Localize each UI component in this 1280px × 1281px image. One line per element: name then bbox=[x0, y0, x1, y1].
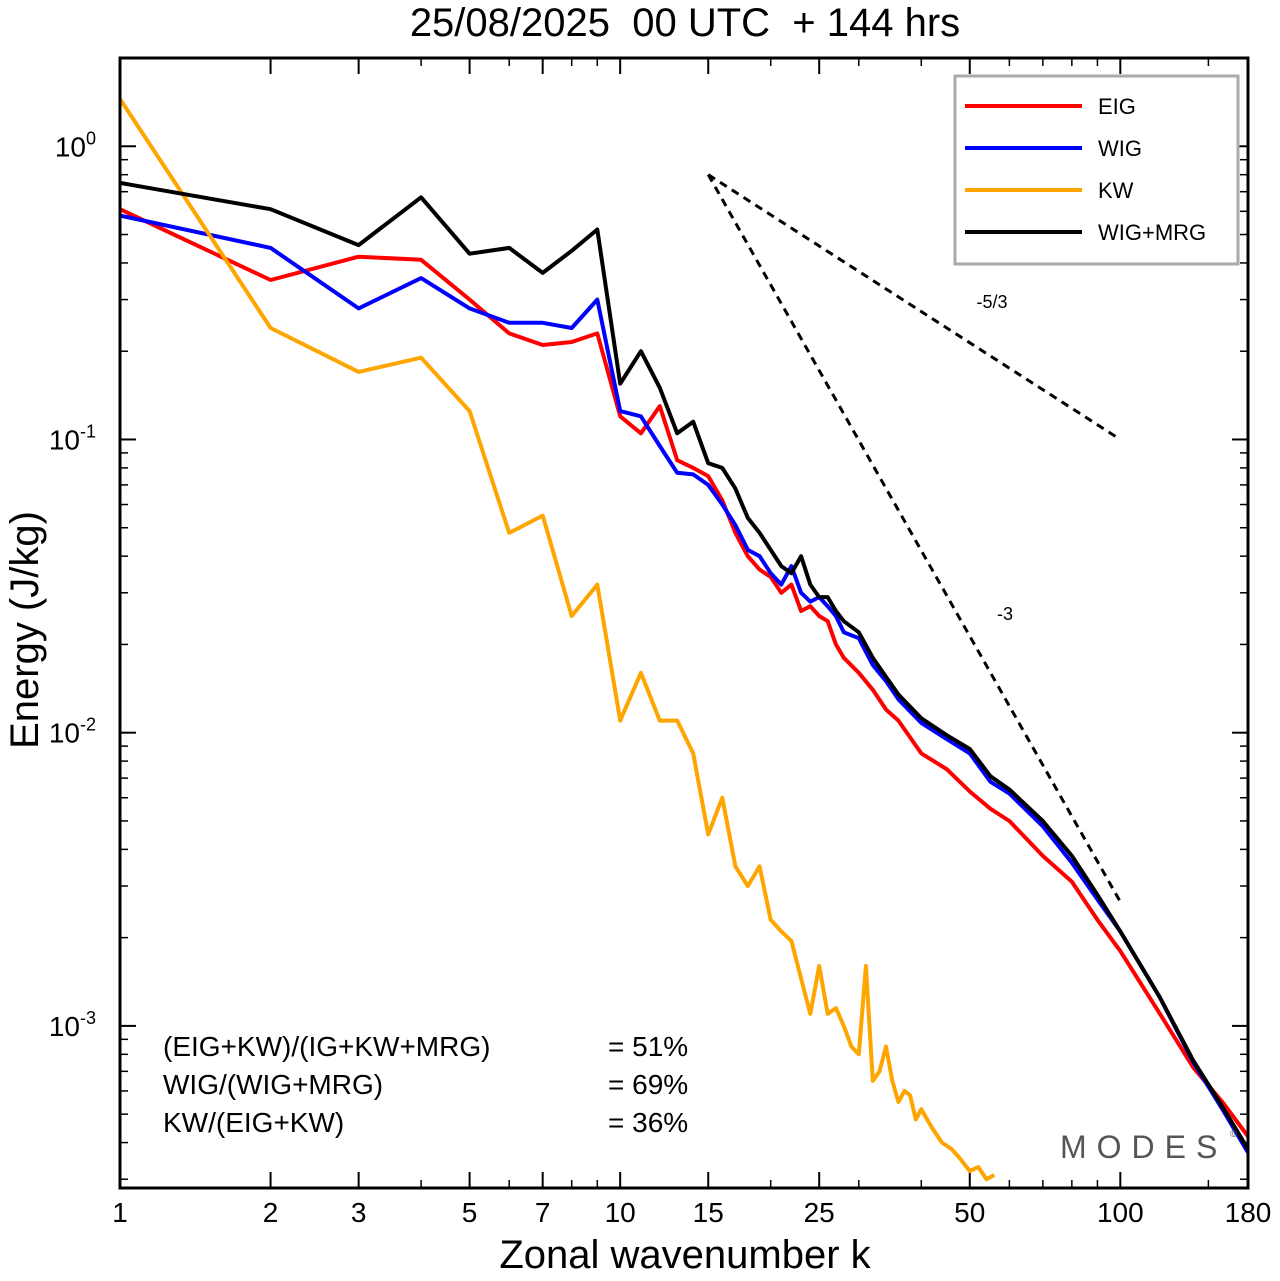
legend: EIG WIG KW WIG+MRG bbox=[953, 74, 1240, 266]
x-axis-label: Zonal wavenumber k bbox=[499, 1233, 871, 1277]
ratio-annotation-value: = 69% bbox=[608, 1069, 688, 1100]
legend-label: KW bbox=[1098, 178, 1134, 203]
chart-title: 25/08/2025 00 UTC + 144 hrs bbox=[410, 1, 960, 45]
x-tick-label: 2 bbox=[263, 1197, 279, 1228]
x-tick-label: 180 bbox=[1225, 1197, 1272, 1228]
y-axis-label: Energy (J/kg) bbox=[3, 511, 47, 749]
ratio-annotation-label: (EIG+KW)/(IG+KW+MRG) bbox=[163, 1031, 490, 1062]
x-tick-label: 1 bbox=[112, 1197, 128, 1228]
x-tick-label: 15 bbox=[693, 1197, 724, 1228]
modes-logo: MODES bbox=[1060, 1129, 1227, 1165]
series-line-wig-mrg bbox=[120, 180, 1248, 1151]
series-line-kw bbox=[120, 97, 996, 1182]
reference-slope-line bbox=[707, 173, 1122, 441]
ratio-annotation-value: = 51% bbox=[608, 1031, 688, 1062]
legend-label: WIG+MRG bbox=[1098, 220, 1206, 245]
x-tick-label: 10 bbox=[605, 1197, 636, 1228]
ratio-annotation-value: = 36% bbox=[608, 1107, 688, 1138]
ratio-annotation-label: KW/(EIG+KW) bbox=[163, 1107, 344, 1138]
y-tick-label: 10-1 bbox=[49, 421, 96, 455]
plot-area: 1 2 3 5 7 10 15 25 50 100 180 100 10-1 10-2 10-3 -5/3 -3… bbox=[49, 56, 1272, 1228]
legend-label: WIG bbox=[1098, 136, 1142, 161]
y-tick-label: 10-2 bbox=[49, 715, 96, 749]
axes-frame bbox=[118, 56, 1250, 1190]
y-tick-label: 10-3 bbox=[49, 1008, 96, 1042]
x-tick-label: 50 bbox=[954, 1197, 985, 1228]
x-tick-label: 3 bbox=[351, 1197, 367, 1228]
reference-slope-line bbox=[706, 173, 1122, 903]
reference-slope-label: -5/3 bbox=[976, 292, 1007, 312]
x-tick-label: 25 bbox=[804, 1197, 835, 1228]
x-tick-label: 7 bbox=[535, 1197, 551, 1228]
ratio-annotation-label: WIG/(WIG+MRG) bbox=[163, 1069, 383, 1100]
x-tick-label: 5 bbox=[462, 1197, 478, 1228]
series-group bbox=[120, 97, 1248, 1182]
y-tick-label: 100 bbox=[55, 128, 96, 162]
reference-slope-label: -3 bbox=[997, 604, 1013, 624]
x-tick-label: 100 bbox=[1097, 1197, 1144, 1228]
legend-label: EIG bbox=[1098, 94, 1136, 119]
series-line-eig bbox=[120, 207, 1248, 1138]
series-line-wig bbox=[120, 213, 1248, 1154]
copyright-icon: © bbox=[1230, 1129, 1238, 1140]
